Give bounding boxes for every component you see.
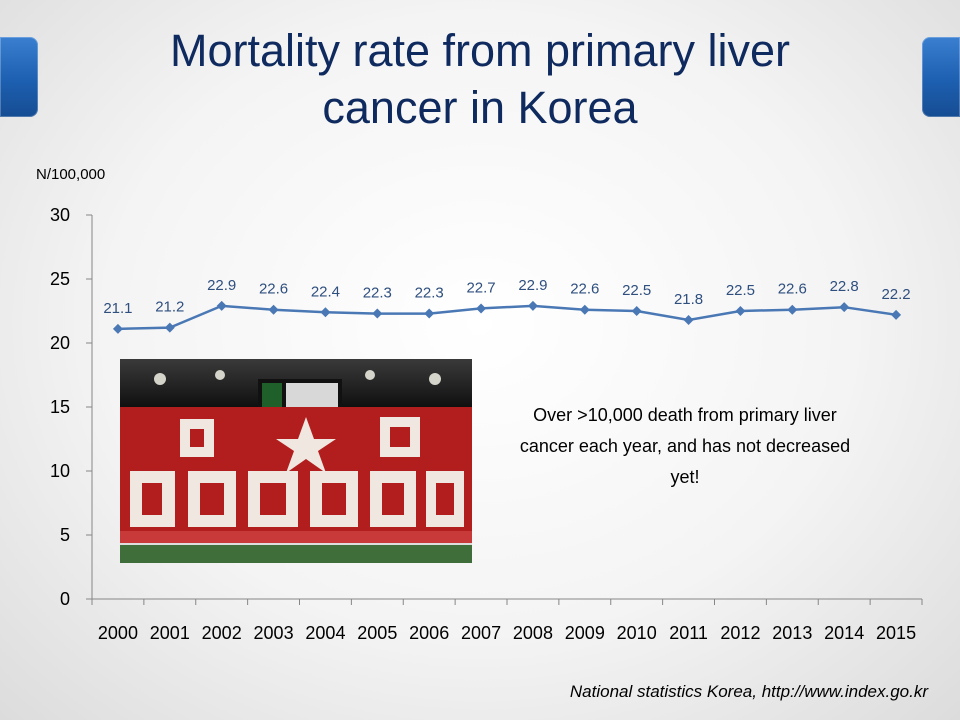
- data-label: 21.1: [103, 300, 132, 317]
- y-tick-label: 0: [60, 589, 70, 609]
- x-tick-label: 2011: [669, 623, 708, 643]
- x-tick-label: 2013: [772, 623, 812, 643]
- y-tick-label: 5: [60, 525, 70, 545]
- x-tick-label: 2002: [202, 623, 242, 643]
- x-tick-label: 2008: [513, 623, 553, 643]
- x-tick-label: 2012: [720, 623, 760, 643]
- data-label: 22.9: [207, 277, 236, 294]
- x-tick-label: 2000: [98, 623, 138, 643]
- data-point: [164, 322, 175, 333]
- data-point: [216, 300, 227, 311]
- chart-axes: 0 5 10 15 20 25 30 2000 2001 2002 2003 2004 2005 2006…: [50, 205, 923, 643]
- right-accent-tab: [922, 37, 960, 117]
- x-tick-label: 2006: [409, 623, 449, 643]
- x-tick-label: 2014: [824, 623, 864, 643]
- y-tick-label: 20: [50, 333, 70, 353]
- x-tick-label: 2007: [461, 623, 501, 643]
- annotation-text: Over >10,000 death from primary liver ca…: [519, 405, 851, 487]
- data-label: 22.2: [881, 286, 910, 303]
- data-point: [839, 302, 850, 313]
- x-tick-label: 2015: [876, 623, 916, 643]
- y-tick-label: 15: [50, 397, 70, 417]
- x-tick-label: 2005: [357, 623, 397, 643]
- data-label: 22.9: [518, 277, 547, 294]
- data-point: [787, 304, 798, 315]
- left-accent-tab: [0, 37, 38, 117]
- stadium-crowd-card-stunt-image: [120, 359, 472, 563]
- x-tick-label: 2003: [254, 623, 294, 643]
- data-point: [476, 303, 487, 314]
- data-label: 22.3: [415, 285, 444, 302]
- source-citation: National statistics Korea, http://www.in…: [569, 682, 928, 701]
- x-tick-label: 2010: [617, 623, 657, 643]
- data-point: [268, 304, 279, 315]
- data-label: 22.6: [570, 281, 599, 298]
- x-tick-label: 2009: [565, 623, 605, 643]
- data-point: [683, 314, 694, 325]
- data-label: 22.3: [363, 285, 392, 302]
- y-tick-label: 10: [50, 461, 70, 481]
- data-label: 22.6: [259, 281, 288, 298]
- chart-series: 21.1 21.2 22.9 22.6 22.4 22.3 22.3 22.7 22.9 22.6…: [103, 277, 911, 334]
- x-tick-label: 2001: [150, 623, 190, 643]
- data-label: 22.4: [311, 283, 340, 300]
- data-point: [579, 304, 590, 315]
- data-label: 21.2: [155, 299, 184, 316]
- data-label: 22.7: [466, 279, 495, 296]
- data-label: 22.8: [830, 278, 859, 295]
- y-tick-label: 25: [50, 269, 70, 289]
- data-point: [527, 300, 538, 311]
- series-line: [117, 304, 897, 331]
- slide-title: Mortality rate from primary liver cancer…: [169, 25, 791, 133]
- y-tick-label: 30: [50, 205, 70, 225]
- data-point: [424, 308, 435, 319]
- data-label: 22.5: [726, 282, 755, 299]
- data-point: [631, 306, 642, 316]
- data-label: 22.5: [622, 282, 651, 299]
- data-point: [372, 308, 383, 319]
- stadium-crowd-photo: [120, 359, 472, 563]
- data-point: [320, 307, 331, 318]
- data-point: [112, 323, 123, 334]
- data-point: [735, 306, 746, 316]
- data-label: 22.6: [778, 281, 807, 298]
- data-label: 21.8: [674, 291, 703, 308]
- y-axis-unit-label: N/100,000: [36, 166, 106, 183]
- x-tick-label: 2004: [305, 623, 345, 643]
- data-point: [891, 309, 902, 320]
